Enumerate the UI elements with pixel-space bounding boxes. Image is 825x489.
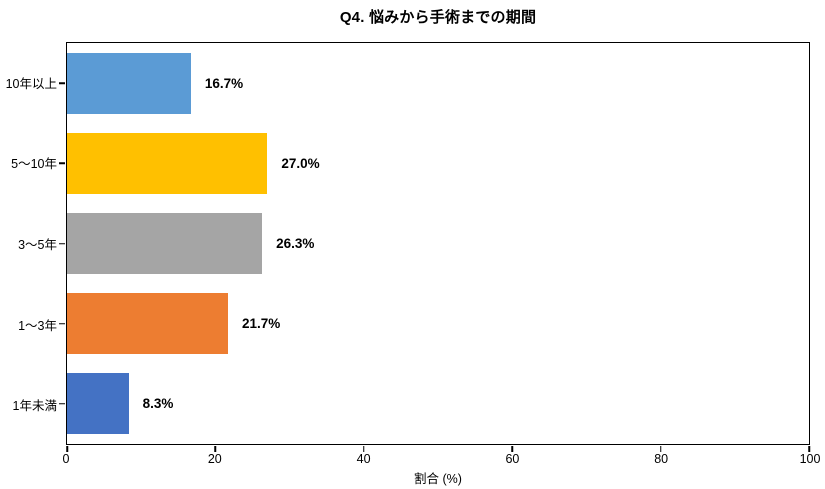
bar-value-label: 8.3%	[142, 396, 174, 412]
x-axis-tick-label: 60	[505, 452, 520, 466]
x-axis-tick-label: 80	[654, 452, 669, 466]
bar-row: 21.7%	[67, 284, 809, 364]
x-axis-tick	[214, 446, 217, 452]
y-axis-label: 3〜5年	[18, 237, 57, 252]
bar-value-label: 16.7%	[204, 75, 244, 91]
y-axis-label: 1〜3年	[18, 318, 57, 333]
bar-3〜5年	[67, 213, 263, 274]
y-label-cell: 3〜5年	[0, 203, 57, 284]
y-label-cell: 1年未満	[0, 364, 57, 445]
bar-row: 16.7%	[67, 43, 809, 123]
x-axis-tick-label: 100	[799, 452, 821, 466]
y-axis-tick	[59, 82, 65, 84]
x-axis-tick-label: 20	[207, 452, 222, 466]
x-axis-tick-label: 0	[62, 452, 70, 466]
bar-row: 27.0%	[67, 123, 809, 203]
bar-5〜10年	[67, 132, 268, 194]
x-axis-tick	[66, 446, 68, 452]
y-label-cell: 10年以上	[0, 42, 57, 123]
y-axis-label: 10年以上	[5, 76, 57, 91]
plot-area: 16.7% 27.0% 26.3% 21.7% 8.3%	[59, 42, 810, 452]
x-axis-title: 割合 (%)	[414, 472, 462, 486]
bar-value-label: 27.0%	[281, 155, 320, 171]
x-axis-tick	[808, 446, 810, 452]
y-axis-tick	[59, 403, 65, 405]
y-axis-label: 1年未満	[12, 399, 57, 414]
bar-value-label: 21.7%	[242, 316, 281, 332]
bar-1年未満	[67, 373, 129, 435]
y-label-cell: 1〜3年	[0, 284, 57, 365]
x-axis-tick	[363, 446, 365, 452]
bar-value-label: 26.3%	[276, 236, 315, 251]
y-axis-tick	[59, 162, 65, 165]
y-axis-tick	[59, 322, 65, 325]
bar-row: 26.3%	[67, 203, 809, 283]
x-axis-tick-labels: 0 20 40 60 80 100	[62, 452, 821, 468]
bar-rows: 16.7% 27.0% 26.3% 21.7% 8.3%	[67, 43, 809, 444]
x-axis-tick	[659, 446, 662, 452]
y-label-cell: 5〜10年	[0, 123, 57, 204]
y-axis-tick	[59, 242, 65, 245]
x-axis-tick-label: 40	[356, 452, 371, 466]
bar-row: 8.3%	[67, 364, 809, 444]
y-axis-labels: 10年以上 5〜10年 3〜5年 1〜3年 1年未満	[0, 42, 57, 445]
y-axis-label: 5〜10年	[11, 157, 57, 172]
chart-title: Q4. 悩みから手術までの期間	[339, 9, 537, 26]
x-axis-tick	[511, 446, 513, 452]
bar-10年以上	[67, 52, 191, 114]
bar-1〜3年	[67, 293, 228, 355]
